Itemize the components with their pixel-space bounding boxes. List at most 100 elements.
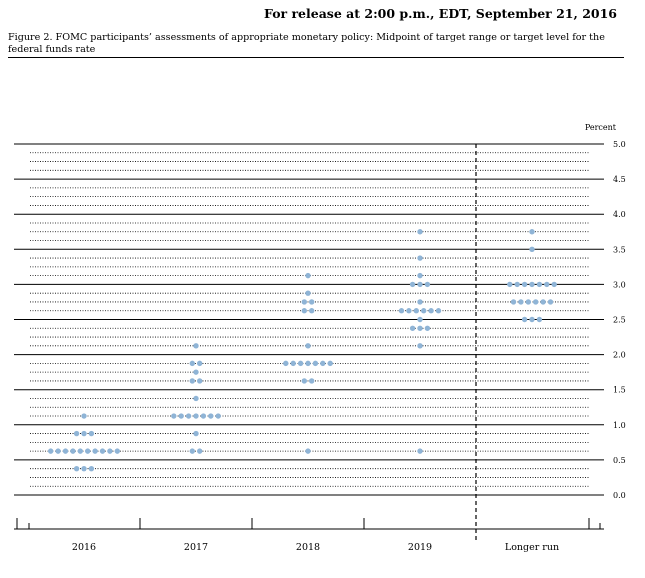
projection-dot bbox=[99, 448, 106, 454]
projection-dot bbox=[327, 360, 333, 367]
projection-dot bbox=[417, 448, 423, 454]
y-tick-label: 3.5 bbox=[613, 245, 626, 254]
projection-dot bbox=[197, 448, 203, 454]
y-tick-label: 0.5 bbox=[613, 456, 626, 465]
projection-dot bbox=[406, 308, 412, 314]
projection-dot bbox=[417, 255, 423, 261]
projection-dot bbox=[417, 272, 423, 279]
projection-dot bbox=[409, 325, 416, 331]
projection-dot bbox=[540, 299, 546, 305]
projection-dot bbox=[197, 378, 203, 384]
y-tick-label: 3.0 bbox=[613, 280, 626, 289]
projection-dot bbox=[417, 343, 423, 349]
projection-dot bbox=[73, 465, 80, 472]
projection-dot bbox=[514, 281, 520, 288]
projection-dot bbox=[185, 413, 192, 419]
projection-dot bbox=[81, 430, 87, 437]
projection-dot bbox=[92, 448, 98, 454]
projection-dot bbox=[114, 448, 121, 454]
projection-dot bbox=[189, 448, 195, 454]
projection-dot bbox=[197, 360, 203, 367]
projection-dot bbox=[421, 308, 427, 314]
projection-dot bbox=[189, 378, 195, 384]
projection-dot bbox=[529, 229, 535, 235]
axis-layer: 0.0 0.5 1.0 1.5 2.0 2.5 3.0 3.5 4.0 4.5 5.0 2016 201… bbox=[14, 140, 626, 553]
projection-dot bbox=[189, 360, 195, 367]
projection-dot bbox=[290, 360, 296, 367]
caption-rule bbox=[8, 57, 624, 58]
projection-dot bbox=[193, 343, 199, 349]
y-tick-label: 1.0 bbox=[613, 421, 626, 430]
projection-dot bbox=[510, 299, 517, 305]
projection-dot bbox=[301, 308, 307, 314]
projection-dot bbox=[536, 316, 543, 323]
projection-dot bbox=[536, 281, 543, 288]
projection-dot bbox=[417, 281, 423, 288]
projection-dot bbox=[312, 360, 319, 367]
projection-dot bbox=[529, 316, 535, 323]
projection-dot bbox=[77, 448, 84, 454]
projection-dot bbox=[283, 360, 289, 367]
projection-dot bbox=[320, 360, 326, 367]
projection-dot bbox=[305, 343, 311, 349]
projection-dot bbox=[544, 281, 550, 288]
projection-dot bbox=[413, 308, 419, 314]
projection-dot bbox=[428, 308, 434, 314]
projection-dot bbox=[193, 413, 199, 419]
projection-dot bbox=[178, 413, 184, 419]
projection-dot bbox=[48, 448, 54, 454]
projection-dot bbox=[398, 308, 405, 314]
y-tick-label: 2.0 bbox=[613, 351, 626, 360]
projection-dot bbox=[309, 378, 315, 384]
x-category-label: 2019 bbox=[408, 542, 432, 553]
projection-dot bbox=[417, 325, 423, 331]
projection-dot bbox=[309, 299, 315, 305]
release-notice: For release at 2:00 p.m., EDT, September… bbox=[264, 6, 617, 21]
projection-dot bbox=[73, 430, 80, 437]
projection-dot bbox=[107, 448, 113, 454]
projection-dot bbox=[55, 448, 61, 454]
projection-dot bbox=[305, 448, 311, 454]
projection-dot bbox=[215, 413, 221, 419]
figure-caption: Figure 2. FOMC participants’ assessments… bbox=[8, 32, 605, 55]
projection-dot bbox=[62, 448, 69, 454]
projection-dot bbox=[200, 413, 207, 419]
projection-dot bbox=[85, 448, 91, 454]
y-axis-unit-label: Percent bbox=[585, 123, 617, 132]
projection-dot bbox=[193, 430, 199, 437]
projection-dot bbox=[417, 229, 423, 235]
projection-dot bbox=[507, 281, 513, 288]
projection-dot bbox=[171, 413, 177, 419]
projection-dot bbox=[424, 325, 431, 331]
y-tick-label: 2.5 bbox=[613, 316, 626, 325]
projection-dot bbox=[88, 430, 95, 437]
projection-dot bbox=[521, 281, 528, 288]
projection-dot bbox=[525, 299, 531, 305]
projection-dot bbox=[305, 272, 311, 279]
dot-layer bbox=[48, 229, 557, 472]
projection-dot bbox=[193, 369, 199, 375]
projection-dot bbox=[193, 395, 199, 402]
x-category-label: 2018 bbox=[296, 542, 320, 553]
grid-layer bbox=[14, 143, 604, 496]
projection-dot bbox=[417, 316, 423, 323]
projection-dot bbox=[81, 465, 87, 472]
projection-dot bbox=[424, 281, 431, 288]
projection-dot bbox=[521, 316, 528, 323]
projection-dot bbox=[417, 299, 423, 305]
y-tick-label: 1.5 bbox=[613, 386, 626, 395]
projection-dot bbox=[529, 281, 535, 288]
y-tick-label: 4.0 bbox=[613, 210, 626, 219]
projection-dot bbox=[309, 308, 315, 314]
projection-dot bbox=[88, 465, 95, 472]
projection-dot bbox=[305, 290, 311, 296]
projection-dot bbox=[547, 299, 554, 305]
y-tick-label: 5.0 bbox=[613, 140, 626, 149]
projection-dot bbox=[81, 413, 87, 419]
projection-dot bbox=[533, 299, 539, 305]
projection-dot bbox=[297, 360, 304, 367]
projection-dot bbox=[301, 299, 307, 305]
y-tick-label: 0.0 bbox=[613, 491, 626, 500]
projection-dot bbox=[70, 448, 76, 454]
